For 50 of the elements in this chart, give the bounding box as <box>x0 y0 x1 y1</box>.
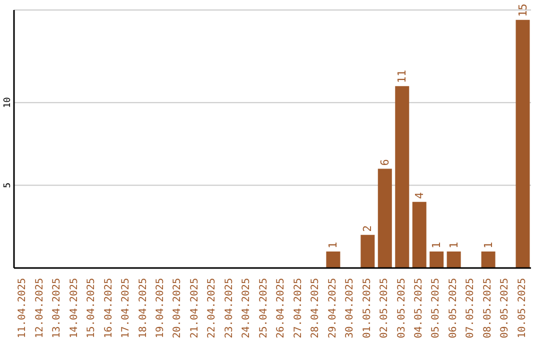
x-tick-label: 15.04.2025 <box>86 278 98 338</box>
bar <box>326 251 340 268</box>
x-tick-label: 21.04.2025 <box>189 278 200 338</box>
x-tick-label: 23.04.2025 <box>224 278 235 338</box>
x-tick-label: 07.05.2025 <box>465 278 476 338</box>
bar <box>360 234 375 268</box>
x-tick-label: 12.04.2025 <box>34 278 46 338</box>
data-label: 2 <box>361 225 374 232</box>
x-tick-label: 20.04.2025 <box>172 278 184 338</box>
data-label: 1 <box>430 242 444 248</box>
x-tick-label: 26.04.2025 <box>276 278 287 338</box>
data-label: 4 <box>412 192 426 199</box>
x-tick-label: 02.05.2025 <box>379 278 390 338</box>
bar <box>446 251 461 268</box>
x-tick-label: 18.04.2025 <box>138 278 149 338</box>
x-tick-label: 14.04.2025 <box>68 278 80 338</box>
x-tick-label: 06.05.2025 <box>448 278 459 338</box>
bar <box>481 251 496 268</box>
x-tick-label: 05.05.2025 <box>430 278 442 338</box>
bar <box>395 86 410 268</box>
x-tick-label: 17.04.2025 <box>120 278 132 338</box>
y-tick-label: 5 <box>3 182 13 188</box>
bar <box>430 251 444 268</box>
x-tick-label: 04.05.2025 <box>413 278 424 338</box>
x-tick-label: 27.04.2025 <box>292 278 304 338</box>
x-tick-label: 08.05.2025 <box>482 278 494 338</box>
data-label: 11 <box>396 70 409 84</box>
data-label: 15 <box>516 4 530 17</box>
x-tick-label: 09.05.2025 <box>500 278 511 338</box>
bar <box>516 20 530 268</box>
x-tick-label: 24.04.2025 <box>241 278 252 338</box>
x-tick-label: 13.04.2025 <box>52 278 63 338</box>
x-tick-label: 03.05.2025 <box>396 278 408 338</box>
x-tick-label: 19.04.2025 <box>154 278 166 338</box>
bar <box>412 202 426 268</box>
x-tick-label: 10.05.2025 <box>516 278 528 338</box>
data-label: 1 <box>482 242 495 248</box>
x-tick-label: 11.04.2025 <box>17 278 28 338</box>
x-tick-label: 25.04.2025 <box>258 278 270 338</box>
data-label: 1 <box>447 242 460 248</box>
x-tick-label: 16.04.2025 <box>103 278 114 338</box>
y-tick-label: 10 <box>3 97 13 108</box>
x-tick-label: 22.04.2025 <box>206 278 218 338</box>
data-label: 1 <box>326 242 340 248</box>
x-tick-label: 30.04.2025 <box>344 278 356 338</box>
bar <box>378 168 392 268</box>
x-tick-label: 28.04.2025 <box>310 278 322 338</box>
data-label: 6 <box>378 159 392 166</box>
x-tick-label: 01.05.2025 <box>362 278 373 338</box>
x-tick-label: 29.04.2025 <box>327 278 338 338</box>
